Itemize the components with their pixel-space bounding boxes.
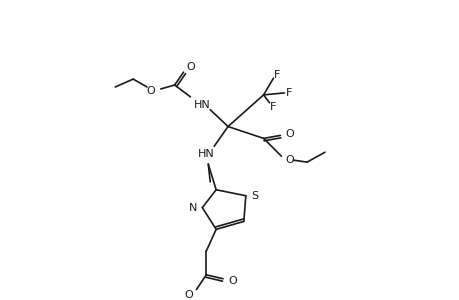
Text: O: O bbox=[146, 86, 155, 96]
Text: HN: HN bbox=[197, 149, 214, 159]
Text: F: F bbox=[270, 102, 276, 112]
Text: O: O bbox=[284, 155, 293, 165]
Text: F: F bbox=[285, 88, 292, 98]
Text: S: S bbox=[251, 191, 257, 201]
Text: F: F bbox=[274, 70, 280, 80]
Text: O: O bbox=[186, 62, 195, 72]
Text: N: N bbox=[189, 202, 197, 213]
Text: O: O bbox=[228, 276, 237, 286]
Text: O: O bbox=[184, 290, 192, 300]
Text: O: O bbox=[284, 129, 293, 140]
Text: HN: HN bbox=[194, 100, 210, 110]
